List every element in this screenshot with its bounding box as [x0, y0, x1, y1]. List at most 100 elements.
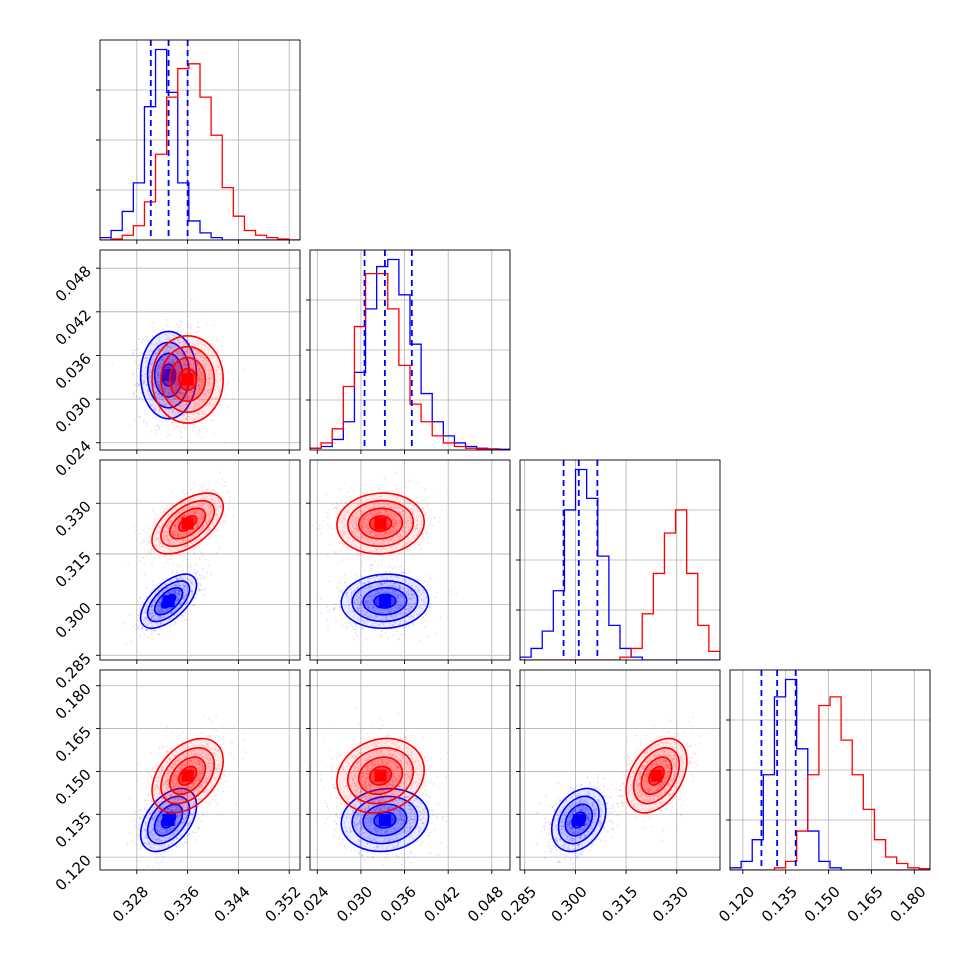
scatter-point [176, 383, 178, 385]
scatter-point [153, 375, 156, 378]
scatter-point [181, 547, 184, 550]
scatter-point [184, 397, 187, 400]
scatter-point [195, 371, 198, 374]
scatter-point [198, 400, 201, 403]
scatter-point [198, 385, 200, 388]
scatter-point [198, 375, 201, 378]
scatter-point [212, 343, 214, 345]
scatter-point [421, 619, 424, 621]
scatter-point [163, 404, 166, 407]
scatter-point [161, 578, 164, 580]
scatter-point [169, 591, 172, 593]
y-tick-label: 0.330 [52, 497, 95, 540]
scatter-point [152, 417, 154, 419]
scatter-point [146, 336, 149, 339]
scatter-point [139, 597, 142, 600]
scatter-point [185, 364, 188, 367]
scatter-point [198, 383, 201, 386]
scatter-point [146, 636, 149, 639]
panel-content [310, 250, 510, 450]
scatter-point [194, 353, 197, 356]
scatter-point [163, 387, 166, 390]
scatter-point [198, 588, 201, 591]
scatter-point [155, 379, 158, 382]
scatter-point [380, 563, 383, 566]
scatter-point [233, 527, 235, 530]
scatter-point [195, 403, 198, 405]
scatter-point [354, 624, 357, 627]
scatter-point [156, 615, 159, 618]
scatter-point [180, 330, 182, 333]
scatter-point [152, 613, 155, 615]
scatter-point [159, 612, 162, 614]
scatter-point [174, 365, 177, 368]
scatter-point [200, 382, 203, 385]
scatter-point [139, 542, 142, 545]
scatter-point [141, 352, 144, 354]
scatter-point [146, 466, 148, 468]
scatter-point [176, 572, 179, 575]
scatter-point [160, 608, 163, 611]
scatter-point [160, 362, 163, 365]
scatter-point [207, 384, 210, 387]
contour-series-0 [139, 573, 198, 630]
scatter-point [176, 351, 179, 354]
scatter-point [173, 334, 176, 337]
scatter-point [177, 391, 180, 394]
scatter-point [174, 381, 176, 384]
scatter-point [180, 337, 183, 340]
scatter-point [129, 614, 131, 616]
scatter-point [169, 592, 172, 595]
scatter-point [159, 388, 162, 391]
scatter-point [173, 577, 176, 580]
scatter-point [176, 381, 179, 384]
scatter-point [177, 597, 180, 599]
scatter-point [179, 516, 182, 519]
scatter-point [180, 321, 182, 324]
scatter-point [208, 403, 211, 406]
scatter-point [166, 360, 169, 363]
scatter-point [166, 347, 169, 350]
scatter-point [455, 593, 458, 596]
scatter-point [183, 394, 186, 397]
scatter-point [205, 393, 208, 396]
scatter-point [172, 385, 175, 388]
scatter-point [203, 393, 205, 396]
scatter-point [157, 617, 160, 620]
scatter-point [320, 597, 322, 600]
scatter-point [171, 363, 174, 366]
scatter-point [132, 393, 135, 395]
scatter-point [159, 622, 162, 625]
scatter-point [162, 589, 165, 592]
scatter-point [201, 409, 203, 412]
scatter-point [172, 624, 175, 627]
scatter-point [189, 391, 192, 394]
scatter-point [397, 492, 399, 494]
scatter-point [174, 539, 177, 542]
scatter-point [172, 370, 174, 372]
scatter-point [157, 364, 160, 367]
scatter-point [193, 541, 196, 544]
scatter-point [149, 374, 152, 377]
scatter-point [205, 494, 208, 496]
scatter-point [173, 367, 175, 370]
scatter-point [166, 391, 169, 394]
scatter-point [182, 596, 185, 599]
scatter-point [141, 628, 144, 630]
scatter-point [144, 335, 147, 338]
scatter-point [170, 346, 172, 349]
scatter-point [183, 395, 186, 398]
scatter-point [154, 350, 157, 353]
scatter-point [201, 398, 204, 400]
scatter-point [205, 544, 207, 546]
scatter-point [167, 350, 170, 352]
scatter-point [170, 407, 173, 410]
scatter-point [212, 378, 214, 380]
panel-frame [99, 249, 301, 451]
scatter-point [149, 404, 152, 407]
scatter-point [180, 401, 183, 404]
scatter-point [345, 545, 348, 548]
scatter-point [141, 365, 144, 368]
scatter-point [141, 625, 144, 628]
